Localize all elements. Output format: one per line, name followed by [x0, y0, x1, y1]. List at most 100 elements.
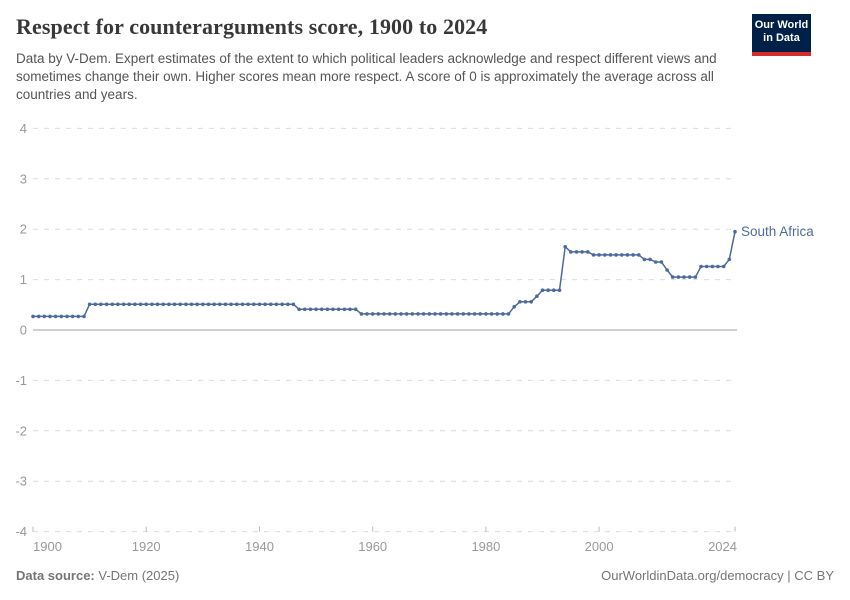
data-point[interactable]	[512, 305, 516, 309]
data-point[interactable]	[376, 312, 381, 316]
data-point[interactable]	[331, 307, 335, 312]
data-point[interactable]	[721, 264, 726, 269]
data-point[interactable]	[70, 314, 75, 319]
data-point[interactable]	[218, 302, 222, 307]
data-point[interactable]	[370, 312, 375, 316]
data-point[interactable]	[82, 314, 86, 319]
data-point[interactable]	[608, 253, 613, 257]
data-point[interactable]	[523, 300, 528, 304]
data-point[interactable]	[569, 250, 573, 254]
data-point[interactable]	[455, 312, 460, 316]
data-point[interactable]	[138, 302, 143, 307]
data-point[interactable]	[552, 288, 556, 293]
data-point[interactable]	[574, 250, 579, 254]
data-point[interactable]	[336, 307, 341, 312]
data-point[interactable]	[693, 275, 698, 279]
data-point[interactable]	[325, 307, 330, 312]
data-point[interactable]	[687, 275, 692, 279]
data-point[interactable]	[563, 245, 567, 249]
data-point[interactable]	[699, 264, 703, 269]
data-point[interactable]	[212, 302, 216, 307]
data-point[interactable]	[144, 302, 148, 307]
data-point[interactable]	[167, 302, 171, 307]
data-point[interactable]	[240, 302, 245, 307]
data-point[interactable]	[467, 312, 471, 316]
data-point[interactable]	[733, 229, 737, 234]
data-point[interactable]	[365, 312, 369, 316]
data-point[interactable]	[348, 307, 352, 312]
data-point[interactable]	[161, 302, 165, 307]
data-point[interactable]	[229, 302, 233, 307]
credit-link[interactable]: OurWorldinData.org/democracy | CC BY	[601, 568, 834, 583]
data-point[interactable]	[676, 275, 681, 279]
data-point[interactable]	[291, 302, 296, 307]
data-point[interactable]	[535, 294, 539, 299]
data-point[interactable]	[546, 288, 550, 293]
data-point[interactable]	[189, 302, 194, 307]
data-point[interactable]	[206, 302, 211, 307]
data-point[interactable]	[297, 307, 301, 312]
data-point[interactable]	[42, 314, 47, 319]
data-point[interactable]	[540, 288, 545, 293]
data-point[interactable]	[399, 312, 403, 316]
data-point[interactable]	[450, 312, 454, 316]
data-point[interactable]	[48, 314, 52, 319]
data-point[interactable]	[257, 302, 262, 307]
data-point[interactable]	[201, 302, 205, 307]
data-point[interactable]	[489, 312, 494, 316]
data-point[interactable]	[597, 253, 601, 257]
data-point[interactable]	[31, 314, 35, 319]
data-point[interactable]	[659, 260, 664, 264]
data-point[interactable]	[150, 302, 154, 307]
data-point[interactable]	[302, 307, 307, 312]
data-point[interactable]	[404, 312, 409, 316]
data-point[interactable]	[642, 257, 647, 262]
data-point[interactable]	[625, 253, 630, 257]
data-point[interactable]	[263, 302, 267, 307]
data-point[interactable]	[76, 314, 81, 319]
data-point[interactable]	[116, 302, 120, 307]
data-point[interactable]	[433, 312, 437, 316]
data-point[interactable]	[195, 302, 199, 307]
data-point[interactable]	[184, 302, 188, 307]
data-point[interactable]	[461, 312, 466, 316]
data-point[interactable]	[133, 302, 137, 307]
data-point[interactable]	[670, 275, 675, 279]
data-point[interactable]	[110, 302, 115, 307]
data-point[interactable]	[704, 264, 709, 269]
data-point[interactable]	[484, 312, 488, 316]
data-point[interactable]	[637, 253, 641, 257]
data-point[interactable]	[682, 275, 686, 279]
data-point[interactable]	[280, 302, 284, 307]
data-point[interactable]	[155, 302, 160, 307]
data-point[interactable]	[286, 302, 290, 307]
data-point[interactable]	[359, 312, 364, 316]
owid-logo[interactable]: Our World in Data	[752, 14, 811, 56]
data-point[interactable]	[506, 312, 511, 316]
data-point[interactable]	[586, 250, 590, 254]
data-point[interactable]	[274, 302, 279, 307]
data-point[interactable]	[99, 302, 103, 307]
data-point[interactable]	[93, 302, 98, 307]
data-point[interactable]	[427, 312, 432, 316]
data-point[interactable]	[121, 302, 126, 307]
data-point[interactable]	[631, 253, 635, 257]
data-point[interactable]	[557, 288, 562, 293]
data-point[interactable]	[716, 264, 720, 269]
data-point[interactable]	[580, 250, 584, 254]
data-point[interactable]	[710, 264, 715, 269]
data-point[interactable]	[495, 312, 500, 316]
data-point[interactable]	[353, 307, 358, 312]
data-point[interactable]	[319, 307, 324, 312]
data-point[interactable]	[314, 307, 318, 312]
data-point[interactable]	[127, 302, 131, 307]
data-point[interactable]	[727, 257, 732, 262]
data-point[interactable]	[653, 260, 658, 264]
data-point[interactable]	[269, 302, 273, 307]
data-point[interactable]	[387, 312, 392, 316]
data-point[interactable]	[444, 312, 449, 316]
data-point[interactable]	[501, 312, 505, 316]
data-point[interactable]	[410, 312, 415, 316]
data-point[interactable]	[104, 302, 109, 307]
data-point[interactable]	[252, 302, 256, 307]
